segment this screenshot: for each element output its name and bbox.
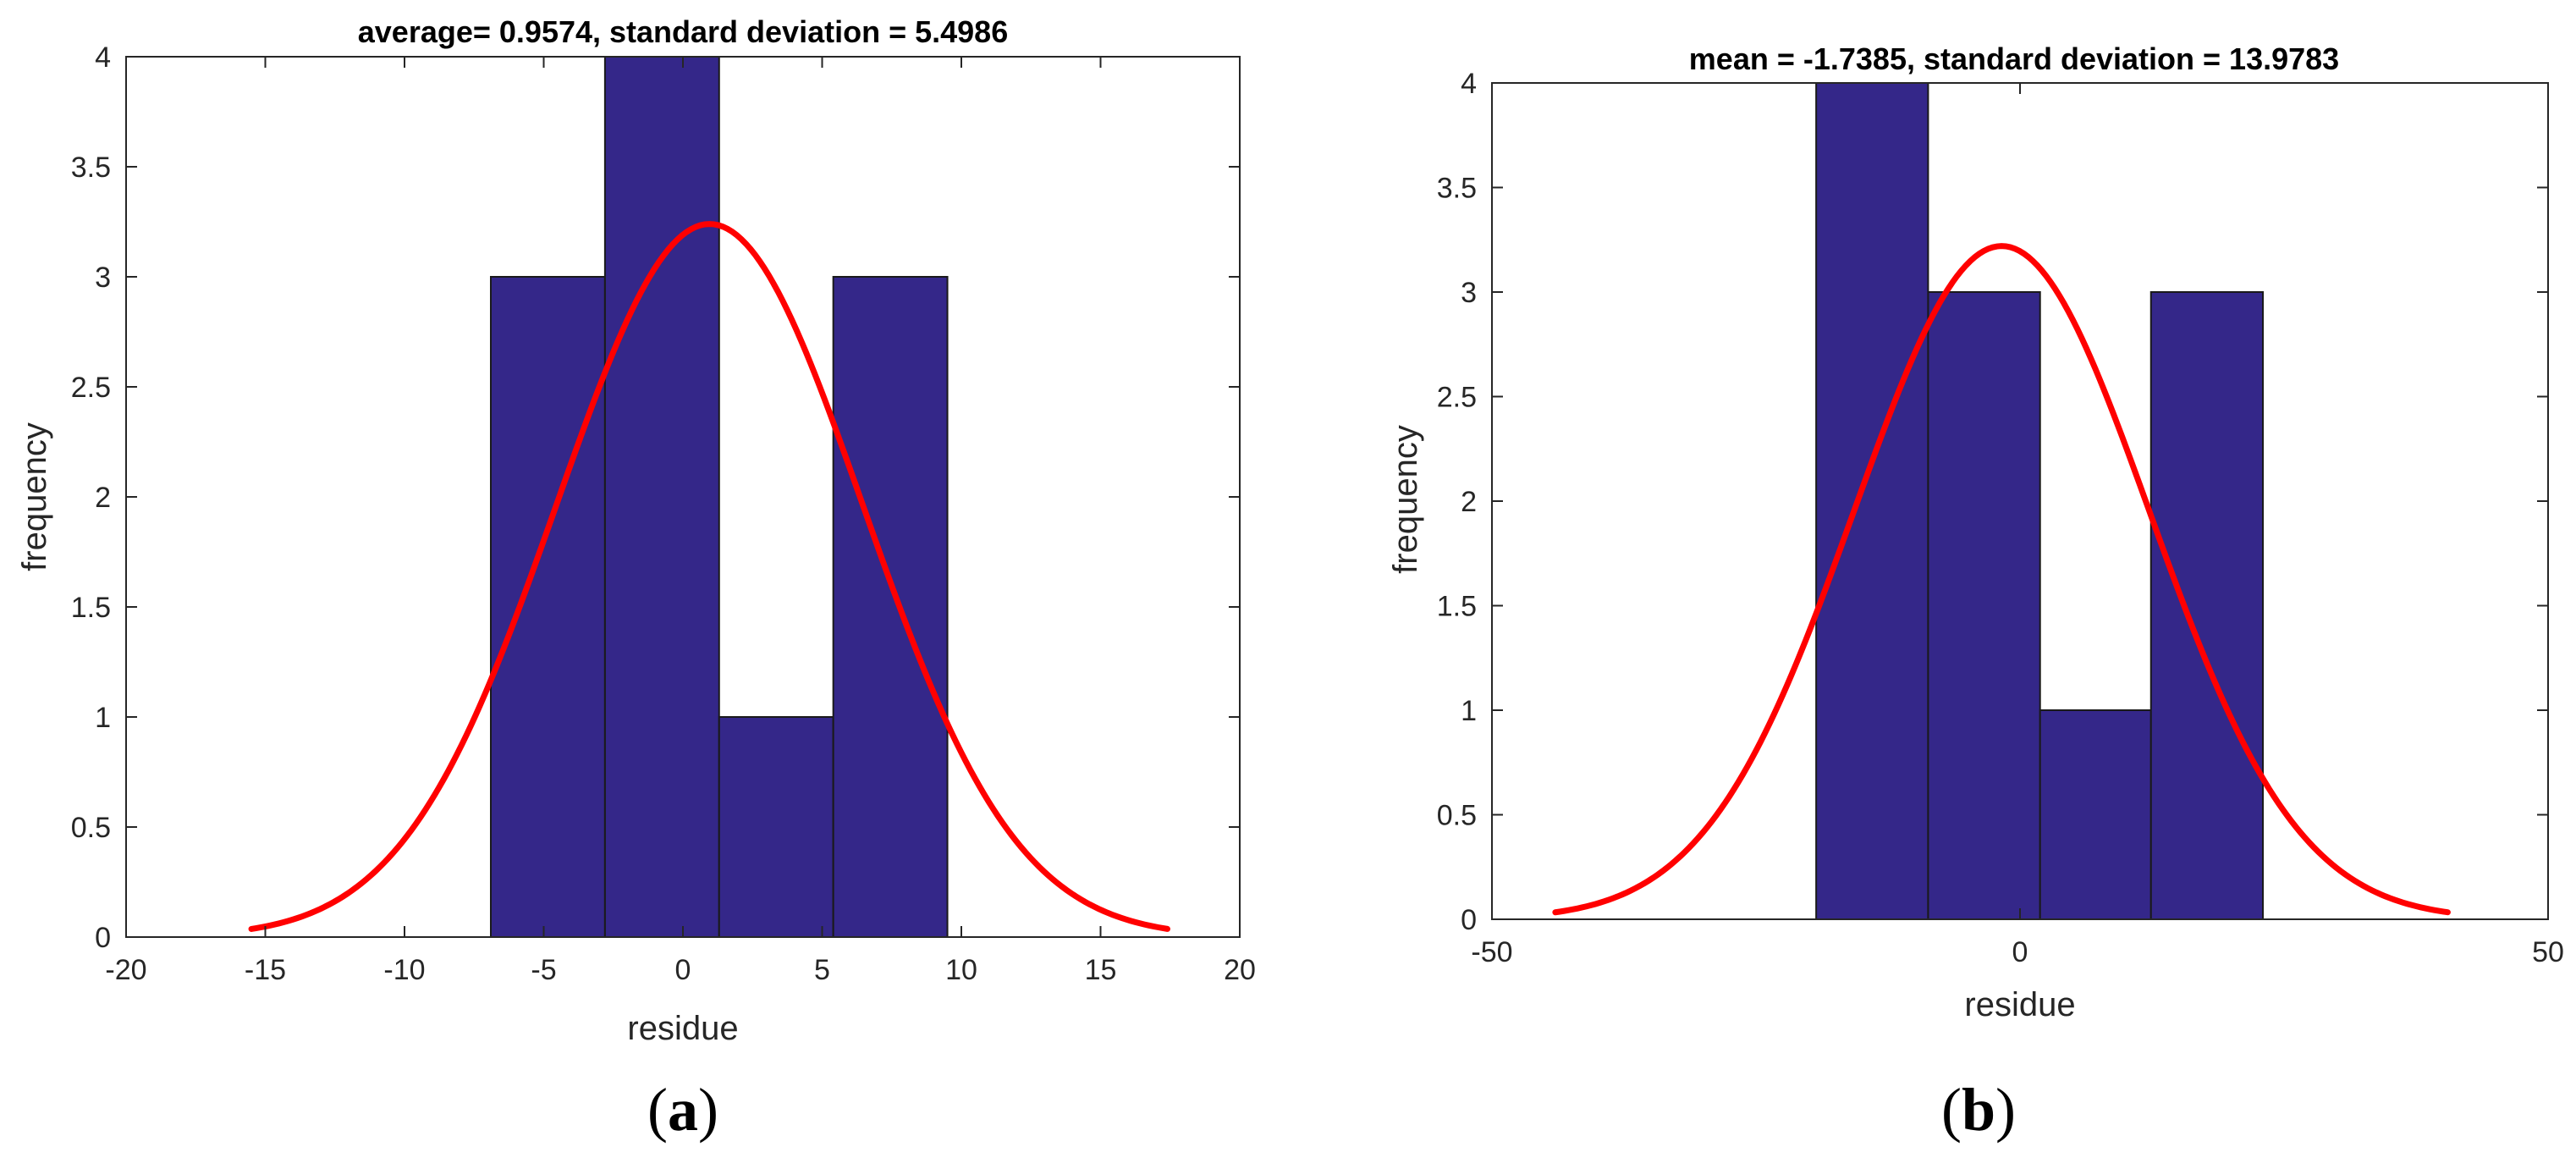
- chart-a-ytick-label: 3: [95, 262, 111, 294]
- chart-a-ytick-label: 2.5: [71, 372, 111, 404]
- chart-b-axes-frame: [1491, 82, 2549, 920]
- chart-a-axes-frame: [125, 56, 1241, 938]
- chart-b-ytick-label: 3: [1461, 277, 1477, 309]
- chart-a-xtick-label: -20: [105, 954, 146, 986]
- chart-a-yticks: 0 0.5 1 1.5 2 2.5 3 3.5 4: [71, 41, 1240, 954]
- chart-panel-a: average= 0.9574, standard deviation = 5.…: [16, 14, 1256, 1144]
- chart-b-xtick-label: -50: [1471, 936, 1512, 968]
- chart-b-xlabel: residue: [1964, 986, 2075, 1023]
- chart-a-bar: [603, 56, 720, 938]
- chart-a-title: average= 0.9574, standard deviation = 5.…: [358, 14, 1008, 49]
- chart-b-bar: [1927, 291, 2041, 920]
- chart-a-xtick-label: 20: [1224, 954, 1256, 986]
- chart-b-ytick-label: 0.5: [1437, 800, 1477, 832]
- chart-a-xtick-label: -10: [383, 954, 425, 986]
- chart-a-bar: [832, 276, 949, 938]
- chart-b-bar: [1815, 82, 1929, 920]
- chart-b-panel-label: (b): [1941, 1076, 2016, 1144]
- chart-a-bar: [489, 276, 606, 938]
- chart-b-fit-curve: [1552, 243, 2451, 916]
- chart-a-xtick-label: -5: [531, 954, 556, 986]
- chart-a-ytick-label: 3.5: [71, 152, 111, 184]
- chart-b-title: mean = -1.7385, standard deviation = 13.…: [1689, 41, 2339, 76]
- chart-a-ytick-label: 2: [95, 482, 111, 514]
- chart-a-ytick-label: 1: [95, 702, 111, 734]
- chart-b-ytick-label: 1: [1461, 695, 1477, 727]
- chart-a-xticks: -20 -15 -10 -5 0 5 10 15 20: [105, 57, 1256, 986]
- chart-b-ytick-label: 0: [1461, 904, 1477, 936]
- chart-b-xtick-label: 0: [2012, 936, 2028, 968]
- chart-a-ytick-label: 0: [95, 922, 111, 954]
- chart-a-xtick-label: 10: [945, 954, 977, 986]
- chart-a-xtick-label: 15: [1085, 954, 1117, 986]
- chart-a-panel-label: (a): [647, 1076, 718, 1144]
- chart-a-ytick-label: 4: [95, 41, 111, 74]
- chart-a-xtick-label: 0: [675, 954, 691, 986]
- chart-b-ylabel: frequency: [1387, 425, 1424, 574]
- chart-b-xtick-label: 50: [2532, 936, 2564, 968]
- chart-a-ylabel: frequency: [16, 422, 53, 571]
- chart-a-fit-curve: [248, 221, 1170, 932]
- chart-a-xtick-label: 5: [814, 954, 830, 986]
- chart-b-bar: [2039, 709, 2152, 920]
- chart-b-ytick-label: 2: [1461, 486, 1477, 518]
- chart-a-ytick-label: 1.5: [71, 592, 111, 624]
- chart-panel-b: mean = -1.7385, standard deviation = 13.…: [1387, 41, 2564, 1144]
- chart-a-ytick-label: 0.5: [71, 812, 111, 844]
- chart-a-bar: [718, 716, 834, 938]
- chart-a-bars: [489, 56, 949, 938]
- chart-b-ytick-label: 2.5: [1437, 382, 1477, 414]
- chart-b-ytick-label: 4: [1461, 68, 1477, 100]
- chart-a-xtick-label: -15: [245, 954, 286, 986]
- chart-a-xlabel: residue: [627, 1010, 738, 1047]
- chart-b-ytick-label: 1.5: [1437, 591, 1477, 623]
- chart-b-ytick-label: 3.5: [1437, 173, 1477, 205]
- chart-b-bars: [1815, 82, 2265, 920]
- chart-b-bar: [2149, 291, 2265, 920]
